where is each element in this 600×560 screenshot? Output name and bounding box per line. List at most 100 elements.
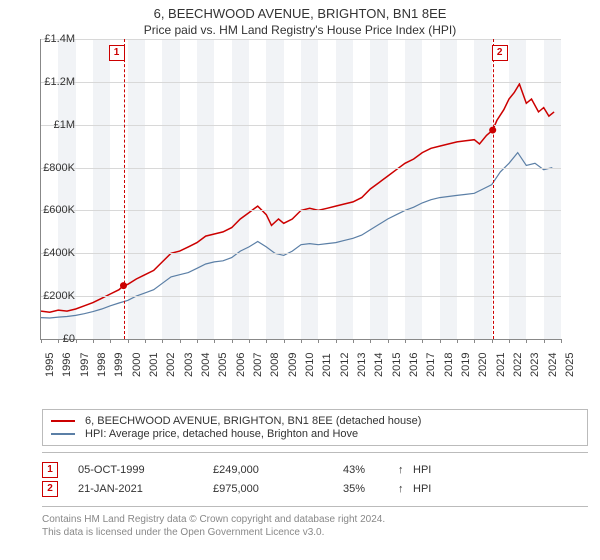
- x-tick: [197, 339, 198, 343]
- x-tick: [509, 339, 510, 343]
- x-axis-label: 2003: [183, 353, 195, 377]
- x-tick: [266, 339, 267, 343]
- titles: 6, BEECHWOOD AVENUE, BRIGHTON, BN1 8EE P…: [0, 0, 600, 39]
- footer-line-2: This data is licensed under the Open Gov…: [42, 526, 588, 539]
- legend-swatch: [51, 420, 75, 422]
- marker-box: 2: [492, 45, 508, 61]
- legend-item: 6, BEECHWOOD AVENUE, BRIGHTON, BN1 8EE (…: [51, 415, 579, 427]
- transaction-pct: 43%: [343, 464, 398, 476]
- x-axis-label: 2009: [287, 353, 299, 377]
- y-axis-label: £0: [63, 333, 75, 345]
- x-axis-label: 2020: [477, 353, 489, 377]
- chart-svg: [41, 39, 561, 339]
- x-tick: [214, 339, 215, 343]
- x-tick: [492, 339, 493, 343]
- x-axis-label: 2019: [460, 353, 472, 377]
- x-axis-label: 1999: [113, 353, 125, 377]
- transaction-date: 05-OCT-1999: [78, 464, 213, 476]
- x-tick: [474, 339, 475, 343]
- x-axis-label: 2002: [165, 353, 177, 377]
- x-axis-label: 2011: [321, 353, 333, 377]
- x-axis-label: 1997: [79, 353, 91, 377]
- y-axis-label: £800K: [43, 162, 75, 174]
- x-tick: [162, 339, 163, 343]
- transaction-price: £249,000: [213, 464, 343, 476]
- x-axis-label: 2022: [512, 353, 524, 377]
- legend-swatch: [51, 433, 75, 435]
- y-axis-label: £1M: [54, 119, 75, 131]
- x-tick: [526, 339, 527, 343]
- x-tick: [93, 339, 94, 343]
- x-axis-label: 2015: [391, 353, 403, 377]
- x-tick: [405, 339, 406, 343]
- x-tick: [128, 339, 129, 343]
- x-axis-label: 2012: [339, 353, 351, 377]
- x-axis-label: 2021: [495, 353, 507, 377]
- x-tick: [388, 339, 389, 343]
- y-axis-label: £1.2M: [44, 76, 75, 88]
- x-axis-label: 2004: [200, 353, 212, 377]
- transaction-price: £975,000: [213, 483, 343, 495]
- x-axis-label: 1995: [44, 353, 56, 377]
- marker-vline: [124, 39, 125, 339]
- x-axis-label: 2024: [547, 353, 559, 377]
- plot: 12: [40, 39, 561, 340]
- transaction-hpi: HPI: [413, 464, 453, 476]
- legend-label: HPI: Average price, detached house, Brig…: [85, 428, 358, 440]
- legend-item: HPI: Average price, detached house, Brig…: [51, 428, 579, 440]
- x-axis-label: 2013: [356, 353, 368, 377]
- legend-label: 6, BEECHWOOD AVENUE, BRIGHTON, BN1 8EE (…: [85, 415, 421, 427]
- y-axis-label: £600K: [43, 204, 75, 216]
- x-tick: [284, 339, 285, 343]
- gridline: [41, 168, 561, 169]
- y-axis-label: £200K: [43, 290, 75, 302]
- transaction-date: 21-JAN-2021: [78, 483, 213, 495]
- x-axis-label: 2014: [373, 353, 385, 377]
- x-axis-label: 1998: [96, 353, 108, 377]
- gridline: [41, 39, 561, 40]
- transaction-hpi: HPI: [413, 483, 453, 495]
- footer: Contains HM Land Registry data © Crown c…: [42, 506, 588, 545]
- gridline: [41, 125, 561, 126]
- x-axis-label: 2001: [148, 353, 160, 377]
- transaction-marker-box: 1: [42, 462, 58, 478]
- x-tick: [180, 339, 181, 343]
- transaction-pct: 35%: [343, 483, 398, 495]
- x-tick: [370, 339, 371, 343]
- x-tick: [422, 339, 423, 343]
- series-line: [41, 84, 554, 312]
- x-tick: [76, 339, 77, 343]
- transaction-row: 2 21-JAN-2021£975,00035%↑HPI: [42, 481, 588, 497]
- transaction-row: 1 05-OCT-1999£249,00043%↑HPI: [42, 462, 588, 478]
- x-axis-label: 2018: [443, 353, 455, 377]
- y-axis-label: £1.4M: [44, 33, 75, 45]
- x-tick: [336, 339, 337, 343]
- x-tick: [110, 339, 111, 343]
- transaction-marker-box: 2: [42, 481, 58, 497]
- y-axis-label: £400K: [43, 247, 75, 259]
- gridline: [41, 296, 561, 297]
- transaction-arrow: ↑: [398, 464, 413, 476]
- x-axis-label: 2017: [425, 353, 437, 377]
- marker-box: 1: [109, 45, 125, 61]
- x-axis-label: 2005: [217, 353, 229, 377]
- x-axis-label: 2008: [269, 353, 281, 377]
- x-axis-label: 1996: [61, 353, 73, 377]
- x-tick: [58, 339, 59, 343]
- x-axis-label: 2025: [564, 353, 576, 377]
- x-axis-label: 2006: [235, 353, 247, 377]
- chart-title: 6, BEECHWOOD AVENUE, BRIGHTON, BN1 8EE: [0, 6, 600, 21]
- x-tick: [249, 339, 250, 343]
- x-axis-label: 2000: [131, 353, 143, 377]
- gridline: [41, 253, 561, 254]
- gridline: [41, 210, 561, 211]
- x-tick: [457, 339, 458, 343]
- transaction-arrow: ↑: [398, 483, 413, 495]
- x-tick: [353, 339, 354, 343]
- chart-container: 6, BEECHWOOD AVENUE, BRIGHTON, BN1 8EE P…: [0, 0, 600, 560]
- x-tick: [318, 339, 319, 343]
- x-tick: [41, 339, 42, 343]
- x-tick: [544, 339, 545, 343]
- x-tick: [145, 339, 146, 343]
- gridline: [41, 82, 561, 83]
